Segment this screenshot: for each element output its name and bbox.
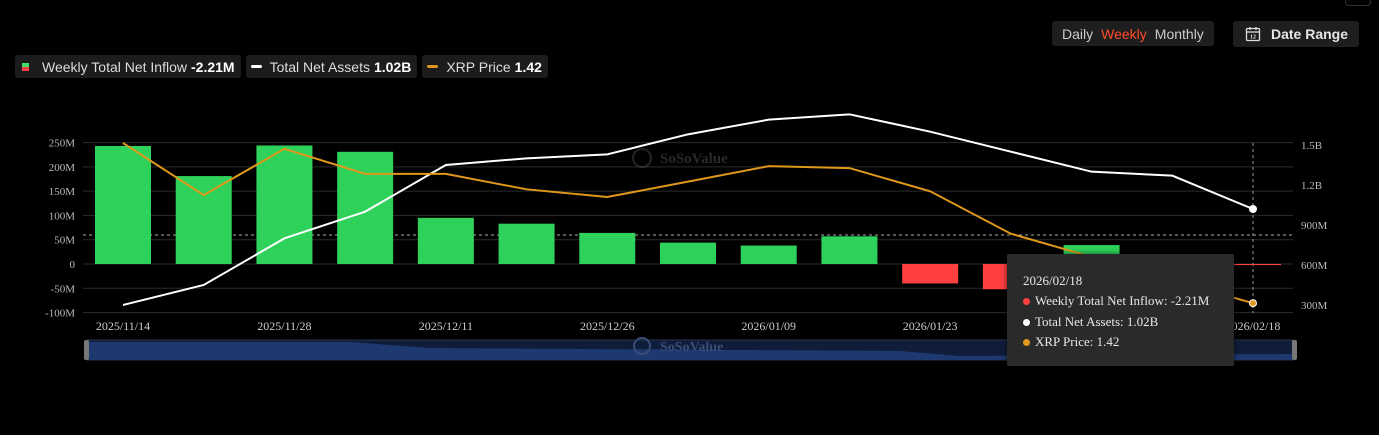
tooltip-row-inflow: Weekly Total Net Inflow: -2.21M	[1023, 293, 1209, 309]
inflow-bar[interactable]	[902, 264, 959, 284]
y-tick-left: 250M	[49, 138, 76, 150]
tooltip-row-assets: Total Net Assets: 1.02B	[1023, 314, 1158, 330]
y-tick-right: 900M	[1301, 220, 1328, 232]
y-tick-right: 1.5B	[1301, 140, 1322, 152]
orange-dot-icon	[1023, 338, 1030, 346]
xrp-price-line	[122, 142, 1254, 305]
legend-net-inflow[interactable]: Weekly Total Net Inflow -2.21M	[15, 55, 241, 78]
x-tick-label: 2026/01/09	[741, 319, 796, 333]
tooltip-price-text: XRP Price: 1.42	[1035, 334, 1120, 349]
inflow-bar[interactable]	[256, 145, 313, 264]
y-tick-left: -50M	[51, 283, 76, 295]
period-monthly[interactable]: Monthly	[1154, 25, 1204, 42]
period-weekly[interactable]: Weekly	[1101, 25, 1147, 42]
chart-tooltip: 2026/02/18 Weekly Total Net Inflow: -2.2…	[1007, 254, 1234, 366]
x-tick-label: 2025/12/11	[419, 319, 473, 333]
range-handle-left[interactable]	[84, 340, 89, 360]
range-slider-preview	[87, 342, 1294, 360]
x-tick-label: 2026/02/18	[1226, 319, 1281, 333]
x-tick-label: 2025/12/26	[580, 319, 635, 333]
bar-swatch-icon	[22, 62, 29, 71]
inflow-bar[interactable]	[95, 145, 151, 264]
inflow-bar[interactable]	[1225, 264, 1281, 266]
legend-net-inflow-label: Weekly Total Net Inflow	[42, 58, 187, 75]
range-handle-right[interactable]	[1292, 340, 1297, 360]
legend-net-assets-value: 1.02B	[373, 58, 412, 75]
y-tick-right: 1.2B	[1301, 180, 1322, 192]
y-tick-left: 200M	[49, 162, 76, 174]
inflow-bar[interactable]	[821, 236, 878, 264]
legend-xrp-price[interactable]: XRP Price 1.42	[422, 55, 548, 78]
white-dot-icon	[1023, 318, 1030, 326]
inflow-bar[interactable]	[175, 176, 232, 264]
date-range-label: Date Range	[1271, 26, 1349, 42]
watermark-text: SoSoValue	[660, 340, 723, 355]
watermark-text: SoSoValue	[660, 151, 728, 167]
x-tick-label: 2025/11/28	[257, 319, 311, 333]
period-selector: Daily Weekly Monthly	[1052, 21, 1214, 46]
date-range-button[interactable]: 12 Date Range	[1233, 21, 1359, 47]
inflow-bar[interactable]	[498, 223, 555, 264]
net-assets-point[interactable]	[1249, 205, 1257, 213]
line-swatch-icon	[427, 65, 439, 68]
legend-net-assets-label: Total Net Assets	[269, 58, 370, 75]
inflow-bar[interactable]	[337, 151, 394, 264]
y-tick-left: 50M	[54, 235, 75, 247]
inflow-bar[interactable]	[740, 245, 797, 264]
tooltip-date: 2026/02/18	[1023, 273, 1083, 288]
legend-xrp-price-label: XRP Price	[446, 58, 511, 75]
y-tick-left: 150M	[49, 186, 76, 198]
x-tick-label: 2025/11/14	[96, 319, 150, 333]
x-tick-label: 2026/01/23	[903, 319, 958, 333]
y-tick-left: -100M	[45, 308, 75, 320]
y-tick-right: 300M	[1301, 300, 1328, 312]
tooltip-row-price: XRP Price: 1.42	[1023, 334, 1119, 350]
watermark-logo-icon	[633, 337, 651, 355]
inflow-bar[interactable]	[660, 242, 716, 264]
chart-legend: Weekly Total Net Inflow -2.21M Total Net…	[15, 55, 548, 78]
inflow-bar[interactable]	[579, 232, 636, 264]
period-daily[interactable]: Daily	[1062, 25, 1094, 42]
watermark-logo-icon	[632, 148, 652, 168]
svg-text:12: 12	[1250, 35, 1256, 41]
net-assets-line	[122, 113, 1254, 306]
legend-net-assets[interactable]: Total Net Assets 1.02B	[245, 55, 418, 78]
tooltip-inflow-text: Weekly Total Net Inflow: -2.21M	[1035, 293, 1210, 308]
xrp-price-point[interactable]	[1249, 299, 1257, 308]
inflow-bar[interactable]	[417, 217, 474, 264]
y-tick-left: 0	[70, 259, 76, 271]
legend-xrp-price-value: 1.42	[514, 58, 542, 75]
y-tick-left: 100M	[49, 210, 76, 222]
corner-button[interactable]	[1345, 0, 1371, 6]
legend-net-inflow-value: -2.21M	[191, 58, 235, 75]
red-dot-icon	[1023, 297, 1030, 305]
tooltip-assets-text: Total Net Assets: 1.02B	[1035, 314, 1159, 329]
line-swatch-icon	[250, 65, 262, 68]
calendar-icon: 12	[1245, 27, 1261, 42]
y-tick-right: 600M	[1301, 260, 1328, 272]
